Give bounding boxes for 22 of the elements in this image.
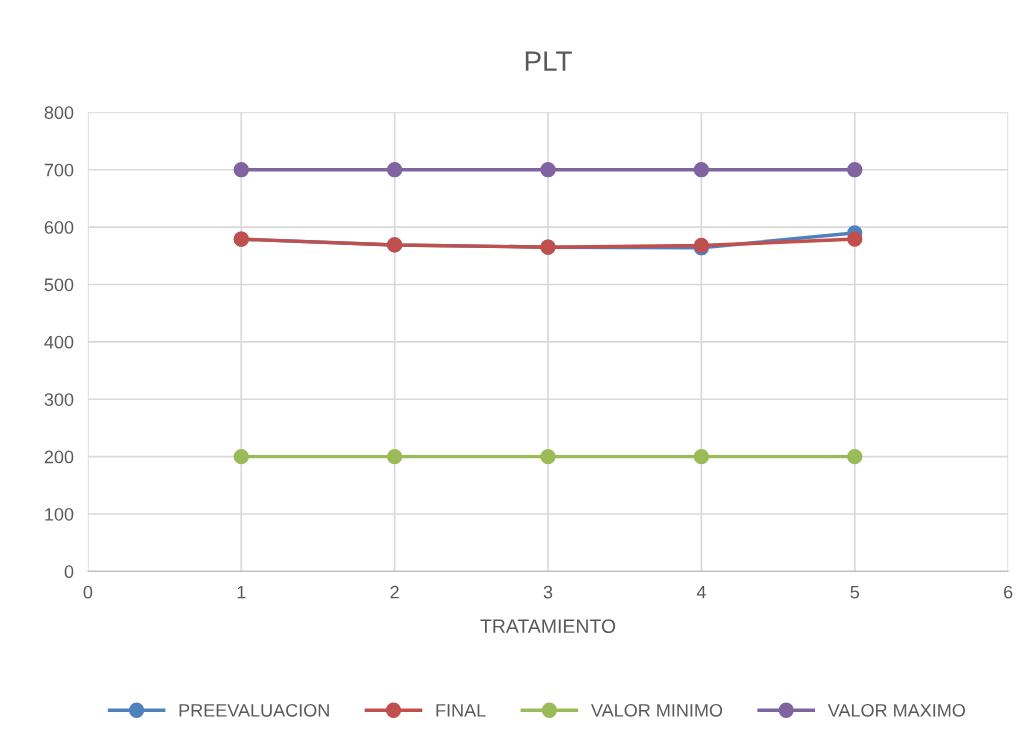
- x-axis-title: TRATAMIENTO: [480, 619, 616, 634]
- y-tick-label: 200: [44, 450, 74, 464]
- legend-label: VALOR MINIMO: [591, 703, 723, 717]
- legend-label: FINAL: [436, 704, 486, 717]
- chart-title: PLT: [525, 51, 572, 71]
- y-tick-label: 400: [44, 335, 74, 349]
- x-tick-label: 3: [543, 585, 553, 599]
- x-tick-label: 1: [237, 585, 246, 599]
- x-tick-label: 5: [850, 585, 860, 599]
- x-tick-label: 0: [83, 585, 93, 599]
- x-tick-label: 6: [1004, 585, 1013, 599]
- x-tick-label: 4: [696, 585, 706, 599]
- x-tick-label: 2: [390, 585, 399, 599]
- y-tick-label: 100: [45, 507, 74, 521]
- y-tick-label: 600: [44, 221, 74, 234]
- y-tick-label: 500: [44, 278, 74, 292]
- legend-label: PREEVALUACION: [179, 703, 329, 717]
- y-tick-label: 700: [44, 163, 74, 177]
- y-tick-label: 300: [44, 393, 74, 406]
- y-tick-label: 0: [64, 565, 74, 579]
- y-tick-label: 800: [44, 106, 74, 120]
- legend-label: VALOR MAXIMO: [827, 703, 965, 717]
